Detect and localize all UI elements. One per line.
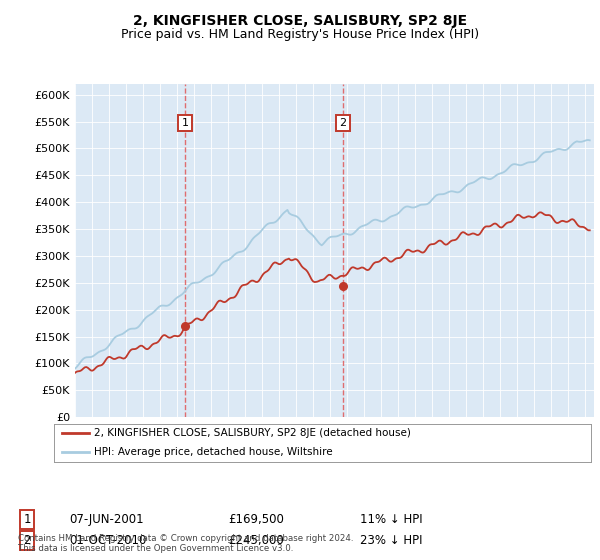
Text: £245,000: £245,000 [228, 534, 284, 547]
Text: Contains HM Land Registry data © Crown copyright and database right 2024.
This d: Contains HM Land Registry data © Crown c… [18, 534, 353, 553]
Text: £169,500: £169,500 [228, 513, 284, 526]
Text: 23% ↓ HPI: 23% ↓ HPI [360, 534, 422, 547]
Text: 2: 2 [340, 118, 347, 128]
Text: Price paid vs. HM Land Registry's House Price Index (HPI): Price paid vs. HM Land Registry's House … [121, 28, 479, 41]
Text: 11% ↓ HPI: 11% ↓ HPI [360, 513, 422, 526]
Text: 2, KINGFISHER CLOSE, SALISBURY, SP2 8JE: 2, KINGFISHER CLOSE, SALISBURY, SP2 8JE [133, 14, 467, 28]
Text: 2, KINGFISHER CLOSE, SALISBURY, SP2 8JE (detached house): 2, KINGFISHER CLOSE, SALISBURY, SP2 8JE … [94, 428, 411, 438]
Text: 1: 1 [181, 118, 188, 128]
Text: 2: 2 [23, 534, 31, 547]
Text: 1: 1 [23, 513, 31, 526]
Text: HPI: Average price, detached house, Wiltshire: HPI: Average price, detached house, Wilt… [94, 447, 333, 458]
Text: 07-JUN-2001: 07-JUN-2001 [69, 513, 143, 526]
Text: 01-OCT-2010: 01-OCT-2010 [69, 534, 146, 547]
